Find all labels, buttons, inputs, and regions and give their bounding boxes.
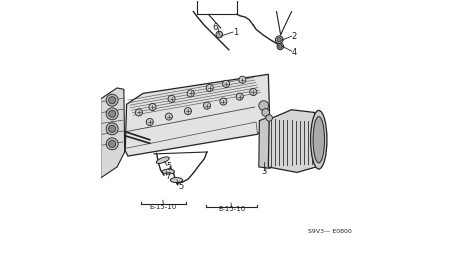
Polygon shape [268,110,316,172]
Circle shape [168,95,175,102]
Polygon shape [125,74,270,156]
Circle shape [220,98,227,105]
Circle shape [203,102,210,109]
Circle shape [109,110,116,117]
Text: 7: 7 [165,172,171,181]
Circle shape [184,108,191,115]
Circle shape [277,38,282,42]
Bar [198,0,237,14]
Polygon shape [100,88,125,178]
Text: 6: 6 [212,24,218,32]
Ellipse shape [313,116,325,163]
Circle shape [236,93,243,100]
Circle shape [275,36,283,44]
Circle shape [109,140,116,147]
Ellipse shape [162,169,174,174]
Text: 1: 1 [233,28,238,36]
Circle shape [106,138,118,150]
Circle shape [135,109,142,116]
Text: E-15-10: E-15-10 [218,206,245,212]
Text: E-15-10: E-15-10 [150,204,177,210]
Circle shape [239,76,246,83]
Text: S9V3— E0800: S9V3— E0800 [308,229,352,233]
Circle shape [250,89,257,96]
Circle shape [262,109,269,116]
Circle shape [206,84,213,92]
Ellipse shape [170,178,182,182]
Text: 5: 5 [166,162,172,172]
Circle shape [106,94,118,106]
Circle shape [106,123,118,135]
Text: 5: 5 [179,182,184,191]
Text: 2: 2 [292,32,297,41]
Ellipse shape [310,110,327,169]
Circle shape [146,118,153,125]
Circle shape [109,125,116,132]
Circle shape [106,108,118,120]
Circle shape [277,43,283,50]
Text: 4: 4 [292,48,297,57]
Circle shape [109,97,116,104]
Circle shape [259,101,269,110]
Polygon shape [259,116,270,168]
Circle shape [266,115,273,121]
Circle shape [149,104,156,110]
Circle shape [216,31,223,38]
Text: 3: 3 [262,167,267,176]
Ellipse shape [156,157,169,164]
Circle shape [165,113,173,120]
Circle shape [187,90,194,97]
Circle shape [279,45,282,48]
Circle shape [223,80,229,87]
